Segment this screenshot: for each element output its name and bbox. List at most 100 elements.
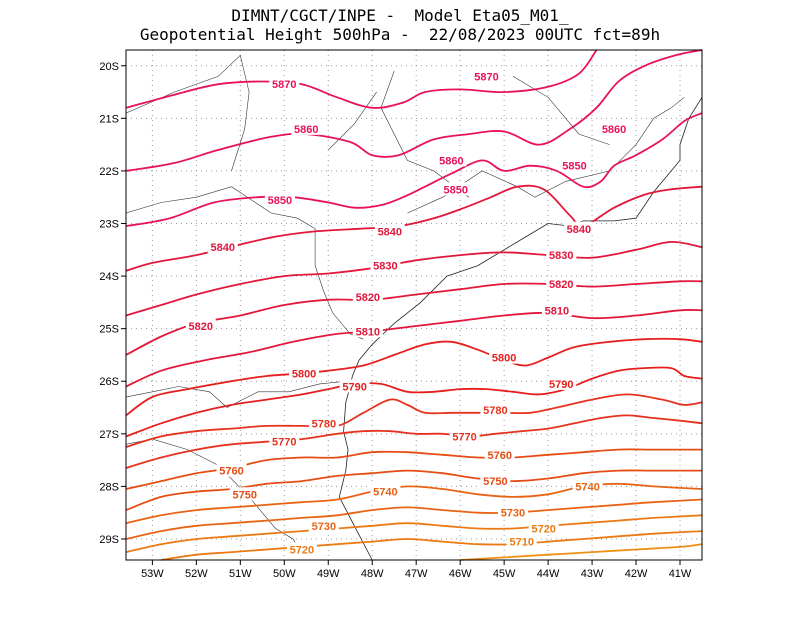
contour-label-bg [506,534,537,548]
contour-label-5860: 5860 [439,155,463,167]
contour-label-bg [471,69,502,83]
state-border [380,70,470,198]
contour-label-5740: 5740 [373,487,397,499]
contour-label-5710: 5710 [509,537,533,549]
contour-label-bg [484,447,515,461]
contour-label-bg [289,366,320,380]
contour-line-5780 [125,393,703,448]
contour-label-5750: 5750 [232,489,256,501]
title-line-1: DIMNT/CGCT/INPE - Model Eta05_M01_ [231,6,569,25]
contour-label-5780: 5780 [483,405,507,417]
contour-label-bg [489,350,520,364]
coastline [338,97,703,561]
contour-line-5720 [125,514,703,553]
lon-tick-label: 50W [273,568,296,580]
contour-label-5750: 5750 [483,476,507,488]
contour-label-bg [572,479,603,493]
contour-label-5850: 5850 [444,184,468,196]
contour-label-5790: 5790 [549,379,573,391]
contour-label-5840: 5840 [210,242,234,254]
contour-label-5840: 5840 [378,226,402,238]
state-border [125,55,241,114]
contour-line-5830 [125,240,703,317]
contour-label-bg [229,487,260,501]
contour-label-bg [308,518,339,532]
contour-line-5700 [460,543,703,561]
contour-label-5740: 5740 [575,481,599,493]
contour-labels: 5870 5870 5860 5860 5860 5850 5850 5850 5840 5840… [185,69,630,556]
contour-label-5720: 5720 [531,523,555,535]
contour-label-5790: 5790 [342,381,366,393]
contour-label-5780: 5780 [312,418,336,430]
lat-tick-label: 21S [99,113,119,125]
contour-label-5820: 5820 [356,292,380,304]
contour-label-bg [546,248,577,262]
contour-label-5760: 5760 [219,466,243,478]
state-border [328,91,377,151]
contour-label-bg [291,121,322,135]
contour-line-5770 [125,414,703,469]
state-border [125,438,303,555]
contour-label-bg [370,484,401,498]
contour-label-5870: 5870 [474,71,498,83]
state-border [125,186,364,340]
lon-tick-label: 52W [185,568,208,580]
contour-label-bg [559,158,590,172]
contour-line-5750 [125,469,702,511]
state-border [231,55,250,171]
contour-line-5710 [161,530,703,561]
contour-label-bg [497,505,528,519]
contour-label-5810: 5810 [356,326,380,338]
state-border [512,76,610,145]
geography [125,55,703,561]
contour-label-bg [563,221,594,235]
map-frame [125,49,703,561]
lon-tick-label: 44W [537,568,560,580]
contour-label-5770: 5770 [272,437,296,449]
lat-tick-label: 24S [99,271,119,283]
contour-label-bg [352,290,383,304]
contour-label-5870: 5870 [272,79,296,91]
contour-label-bg [480,403,511,417]
state-border [407,97,685,214]
contour-label-5730: 5730 [312,521,336,533]
contour-line-5810 [125,309,703,388]
contour-label-bg [286,542,317,556]
contour-label-5860: 5860 [602,124,626,136]
lon-tick-label: 53W [141,568,164,580]
contour-line-5840 [125,184,703,272]
axis-ticks: 53W 52W 51W 50W 49W 48W 47W 46W 45W 44W 43W 42W 41W 2… [99,61,692,580]
contour-label-bg [352,324,383,338]
lon-tick-label: 42W [625,568,648,580]
contour-label-5800: 5800 [292,368,316,380]
lat-tick-label: 26S [99,376,119,388]
contour-label-bg [599,121,630,135]
contour-label-bg [339,379,370,393]
lat-tick-label: 27S [99,429,119,441]
contour-label-bg [449,429,480,443]
contour-label-5800: 5800 [492,353,516,365]
contour-line-5870 [125,49,598,109]
contour-label-bg [264,192,295,206]
contour-label-bg [528,521,559,535]
contour-label-bg [546,276,577,290]
contour-label-5850: 5850 [268,195,292,207]
contour-label-5760: 5760 [487,450,511,462]
contour-label-bg [374,224,405,238]
lon-tick-label: 41W [669,568,692,580]
contour-label-bg [436,153,467,167]
contour-label-5730: 5730 [501,508,525,520]
contour-label-bg [541,303,572,317]
contour-label-5820: 5820 [549,279,573,291]
contour-label-bg [440,182,471,196]
lat-tick-label: 28S [99,481,119,493]
lat-tick-label: 20S [99,61,119,73]
contour-label-bg [207,240,238,254]
contour-label-5860: 5860 [294,124,318,136]
contour-label-5830: 5830 [373,261,397,273]
contour-label-bg [370,258,401,272]
title-line-2: Geopotential Height 500hPa - 22/08/2023 … [139,25,661,44]
contour-line-5730 [125,498,703,540]
contour-label-bg [308,416,339,430]
